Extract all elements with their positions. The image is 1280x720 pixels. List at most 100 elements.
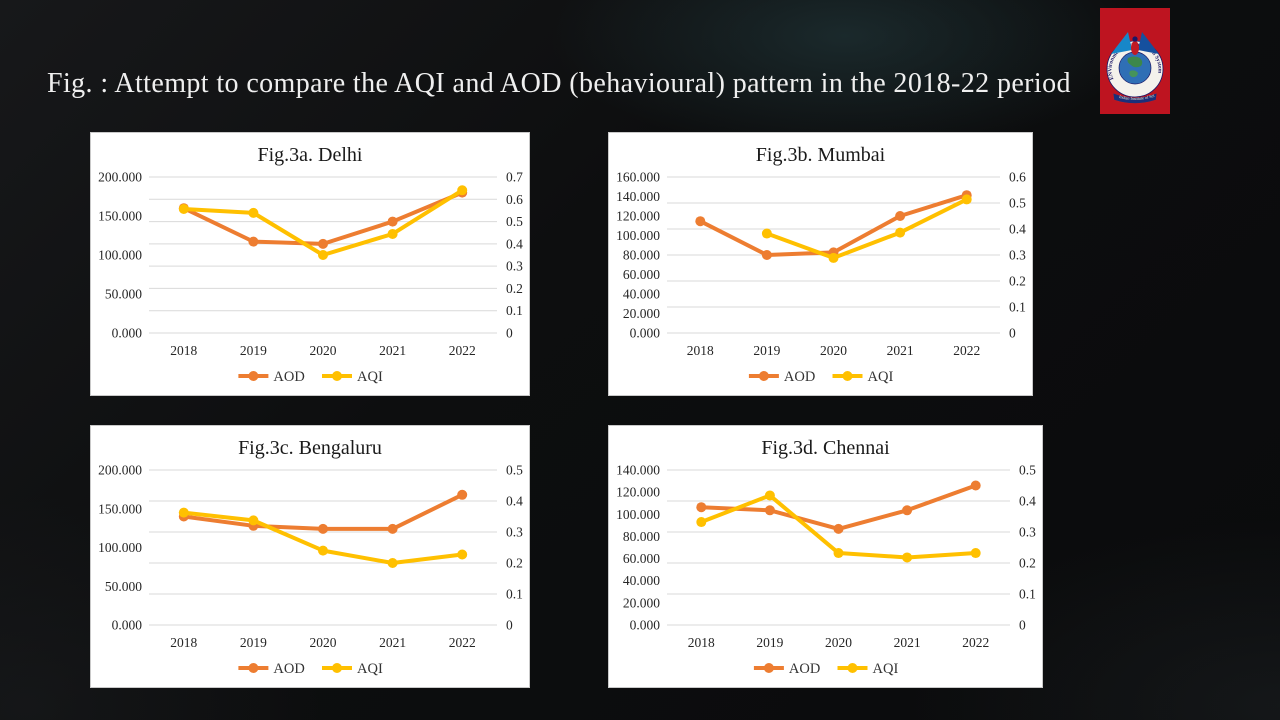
svg-text:AOD: AOD [273,369,304,385]
chart-panel-mumbai: Fig.3b. Mumbai 0.000 20.000 40.000 60.000 80.… [608,132,1033,396]
svg-text:0.000: 0.000 [112,618,143,633]
svg-text:80.000: 80.000 [623,248,660,263]
svg-text:0.1: 0.1 [1009,300,1026,315]
svg-text:2019: 2019 [753,343,780,358]
svg-text:0.000: 0.000 [630,618,661,633]
svg-text:2022: 2022 [449,343,476,358]
svg-text:20.000: 20.000 [623,306,660,321]
svg-text:2019: 2019 [756,635,783,650]
chart-title: Fig.3b. Mumbai [756,144,886,166]
svg-text:0.3: 0.3 [1019,525,1036,540]
line-chart: Fig.3a. Delhi 0.000 50.000 100.000 150.000 20… [98,144,523,385]
svg-text:2020: 2020 [310,343,337,358]
svg-text:0.6: 0.6 [1009,170,1026,185]
chart-panel-chennai: Fig.3d. Chennai 0.000 20.000 40.000 60.000 80… [608,425,1043,688]
svg-text:0.5: 0.5 [506,463,523,478]
right-axis-labels: 0 0.1 0.2 0.3 0.4 0.5 [1019,463,1036,633]
svg-text:0.2: 0.2 [506,556,523,571]
svg-text:80.000: 80.000 [623,529,660,544]
series-aqi [178,185,468,260]
right-axis-labels: 0 0.1 0.2 0.3 0.4 0.5 [506,463,523,633]
svg-text:140.000: 140.000 [616,463,660,478]
svg-text:0.2: 0.2 [506,281,523,296]
svg-text:0.4: 0.4 [506,236,523,251]
svg-text:50.000: 50.000 [105,579,142,594]
series-aod [178,187,468,249]
svg-text:2018: 2018 [170,635,197,650]
svg-text:0: 0 [1009,326,1016,341]
svg-text:0: 0 [506,326,513,341]
right-axis-labels: 0 0.1 0.2 0.3 0.4 0.5 0.6 [1009,170,1026,341]
chart-title: Fig.3c. Bengaluru [238,437,382,459]
svg-text:2018: 2018 [687,343,714,358]
x-axis-labels: 2018 2019 2020 2021 2022 [170,635,475,650]
svg-text:0.5: 0.5 [506,214,523,229]
svg-text:0.4: 0.4 [1019,494,1036,509]
svg-text:AOD: AOD [273,661,304,677]
series-aod [178,489,468,534]
svg-text:60.000: 60.000 [623,551,660,566]
logo-globe-land-2 [1129,70,1138,78]
svg-text:50.000: 50.000 [105,287,142,302]
svg-text:0: 0 [1019,618,1026,633]
envis-logo: ENVironmental Information System Indian … [1100,8,1170,114]
series-aod [695,190,972,260]
legend: AOD AQI [753,661,899,677]
legend: AOD AQI [238,369,383,385]
svg-text:0.1: 0.1 [506,587,523,602]
svg-text:40.000: 40.000 [623,287,660,302]
svg-text:AOD: AOD [784,369,815,385]
svg-text:2022: 2022 [953,343,980,358]
chart-panel-delhi: Fig.3a. Delhi 0.000 50.000 100.000 150.000 20… [90,132,530,396]
logo-bird-left-wing [1111,32,1132,54]
svg-text:160.000: 160.000 [616,170,660,185]
svg-text:2021: 2021 [887,343,914,358]
line-chart: Fig.3c. Bengaluru 0.000 50.000 100.000 150.0… [98,437,523,677]
gridlines [149,176,497,334]
svg-text:120.000: 120.000 [616,209,660,224]
left-axis-labels: 0.000 20.000 40.000 60.000 80.000 100.000 120.… [616,463,660,633]
svg-text:2022: 2022 [962,635,989,650]
svg-text:100.000: 100.000 [616,228,660,243]
svg-text:100.000: 100.000 [98,540,142,555]
svg-text:0.1: 0.1 [506,303,523,318]
svg-text:2018: 2018 [170,343,197,358]
svg-text:0.5: 0.5 [1009,196,1026,211]
svg-text:0.3: 0.3 [506,259,523,274]
svg-text:2021: 2021 [379,343,406,358]
svg-text:150.000: 150.000 [98,501,142,516]
legend: AOD AQI [238,661,383,677]
svg-text:0.4: 0.4 [1009,222,1026,237]
svg-text:0.7: 0.7 [506,170,523,185]
chart-panel-bengaluru: Fig.3c. Bengaluru 0.000 50.000 100.000 150.0… [90,425,530,688]
svg-text:40.000: 40.000 [623,573,660,588]
svg-text:0.5: 0.5 [1019,463,1036,478]
svg-text:0.000: 0.000 [630,326,661,341]
slide-title: Fig. : Attempt to compare the AQI and AO… [47,68,1071,99]
line-chart: Fig.3b. Mumbai 0.000 20.000 40.000 60.000 80.… [616,144,1026,385]
svg-text:0.3: 0.3 [506,525,523,540]
svg-text:0.2: 0.2 [1009,274,1026,289]
svg-text:AQI: AQI [357,369,383,385]
svg-text:2021: 2021 [894,635,921,650]
svg-text:2020: 2020 [820,343,847,358]
left-axis-labels: 0.000 20.000 40.000 60.000 80.000 100.000 120.… [616,170,660,341]
svg-text:2018: 2018 [688,635,715,650]
logo-bird-head [1132,36,1138,42]
left-axis-labels: 0.000 50.000 100.000 150.000 200.000 [98,463,142,633]
svg-text:0.1: 0.1 [1019,587,1036,602]
svg-text:0.2: 0.2 [1019,556,1036,571]
svg-text:2020: 2020 [310,635,337,650]
logo-globe-land [1127,56,1143,68]
svg-text:100.000: 100.000 [98,248,142,263]
line-chart: Fig.3d. Chennai 0.000 20.000 40.000 60.000 80… [616,437,1036,677]
svg-text:0.4: 0.4 [506,494,523,509]
svg-text:200.000: 200.000 [98,463,142,478]
svg-text:AQI: AQI [873,661,899,677]
chart-title: Fig.3a. Delhi [258,144,363,166]
series-aqi [696,490,981,563]
svg-text:2022: 2022 [449,635,476,650]
svg-text:2019: 2019 [240,343,267,358]
series-aod [696,480,981,534]
logo-banner-ribbon [1112,92,1158,104]
